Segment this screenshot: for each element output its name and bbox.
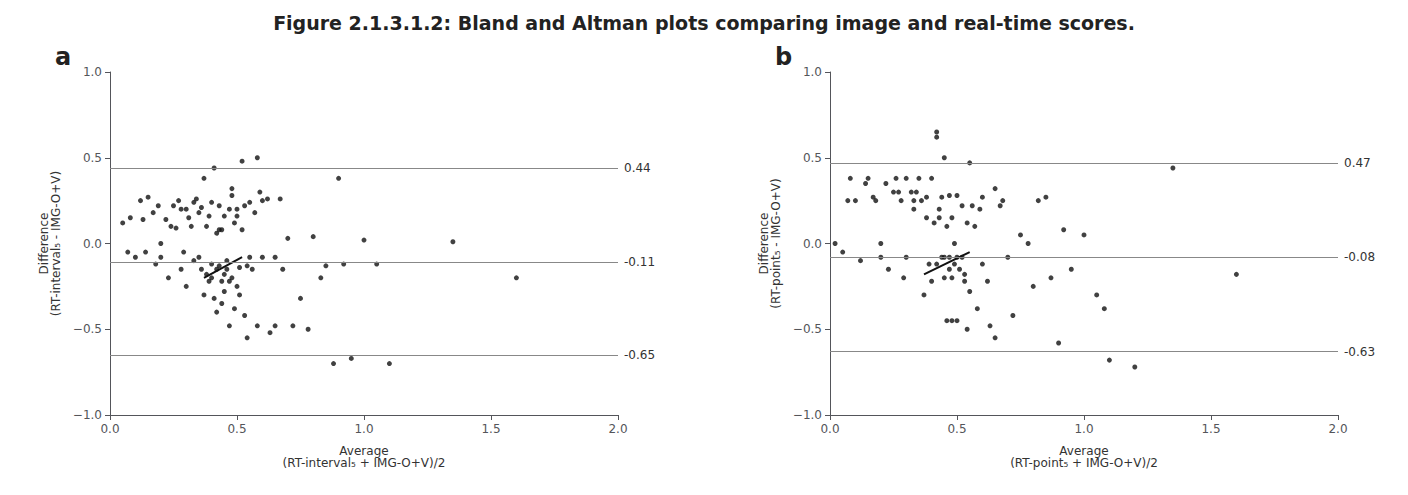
svg-text:(RT-interval₅ + IMG-O+V)/2: (RT-interval₅ + IMG-O+V)/2 [283, 456, 446, 470]
svg-text:0.5: 0.5 [83, 151, 102, 165]
svg-text:0.44: 0.44 [624, 161, 651, 175]
svg-text:-0.65: -0.65 [624, 348, 655, 362]
svg-text:1.0: 1.0 [803, 65, 822, 79]
svg-text:0.0: 0.0 [100, 422, 119, 436]
svg-text:a: a [55, 43, 71, 71]
svg-text:-0.08: -0.08 [1344, 250, 1375, 264]
svg-text:0.0: 0.0 [83, 237, 102, 251]
svg-text:Average: Average [1059, 444, 1109, 458]
svg-text:(RT-interval₅ - IMG-O+V): (RT-interval₅ - IMG-O+V) [49, 171, 63, 316]
svg-text:−1.0: −1.0 [793, 408, 822, 422]
svg-text:0.0: 0.0 [820, 422, 839, 436]
svg-text:1.0: 1.0 [83, 65, 102, 79]
svg-text:-0.11: -0.11 [624, 255, 655, 269]
svg-text:2.0: 2.0 [608, 422, 627, 436]
svg-text:Difference: Difference [757, 212, 771, 275]
svg-text:1.5: 1.5 [1201, 422, 1220, 436]
svg-text:1.5: 1.5 [481, 422, 500, 436]
svg-text:1.0: 1.0 [1074, 422, 1093, 436]
svg-text:0.5: 0.5 [227, 422, 246, 436]
svg-text:−1.0: −1.0 [73, 408, 102, 422]
svg-text:−0.5: −0.5 [793, 322, 822, 336]
svg-text:0.0: 0.0 [803, 237, 822, 251]
svg-text:0.47: 0.47 [1344, 156, 1371, 170]
svg-text:1.0: 1.0 [354, 422, 373, 436]
svg-text:2.0: 2.0 [1328, 422, 1347, 436]
svg-text:-0.63: -0.63 [1344, 345, 1375, 359]
svg-text:Average: Average [339, 444, 389, 458]
svg-text:(RT-point₅ + IMG-O+V)/2: (RT-point₅ + IMG-O+V)/2 [1010, 456, 1158, 470]
svg-text:−0.5: −0.5 [73, 322, 102, 336]
svg-text:0.5: 0.5 [947, 422, 966, 436]
svg-text:(RT-point₅ - IMG-O+V): (RT-point₅ - IMG-O+V) [769, 178, 783, 308]
svg-text:Difference: Difference [37, 212, 51, 275]
svg-text:Figure 2.1.3.1.2: Bland and Al: Figure 2.1.3.1.2: Bland and Altman plots… [273, 12, 1135, 34]
svg-text:b: b [775, 43, 792, 71]
svg-text:0.5: 0.5 [803, 151, 822, 165]
